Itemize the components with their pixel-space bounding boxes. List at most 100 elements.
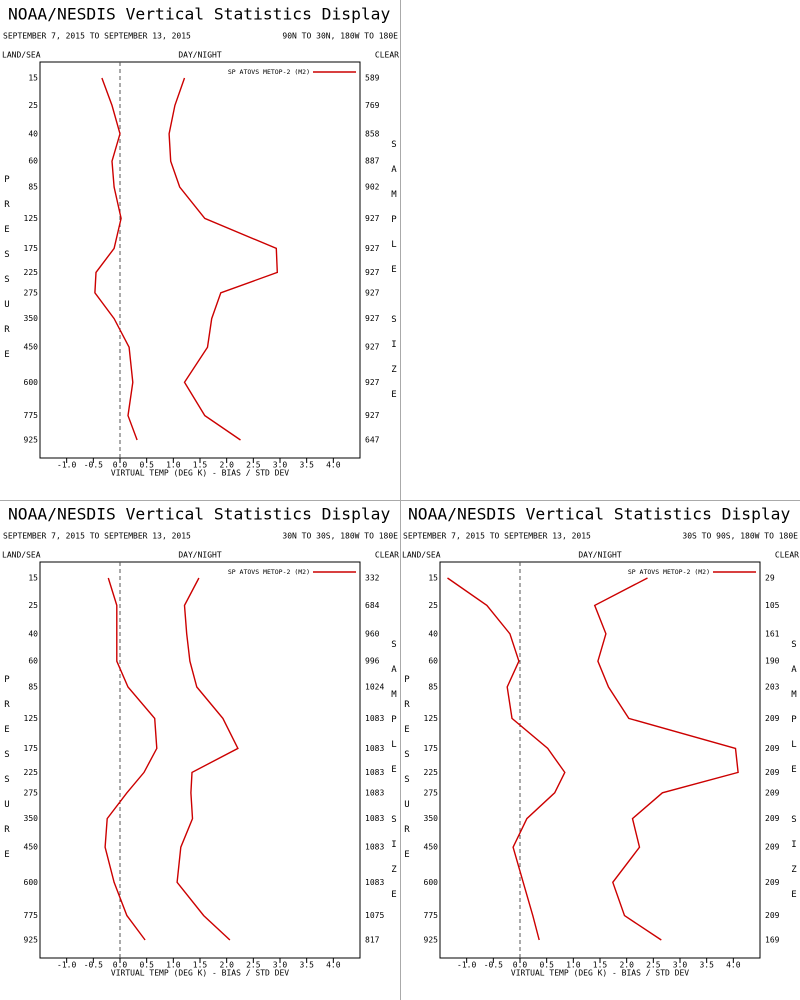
y-tick-label: 25 bbox=[28, 601, 38, 610]
chart: NOAA/NESDIS Vertical Statistics Display S… bbox=[2, 5, 399, 478]
y-tick-label: 85 bbox=[28, 183, 38, 192]
y-tick-label: 225 bbox=[24, 268, 39, 277]
x-tick-label: 2.0 bbox=[619, 961, 634, 970]
x-tick-label: 2.5 bbox=[246, 461, 261, 470]
date-range: SEPTEMBER 7, 2015 TO SEPTEMBER 13, 2015 bbox=[3, 532, 191, 541]
y-tick-label: 450 bbox=[424, 843, 439, 852]
sample-size: 209 bbox=[765, 714, 780, 723]
sample-size: 769 bbox=[365, 101, 380, 110]
y-tick-label: 225 bbox=[424, 768, 439, 777]
x-tick-label: 0.0 bbox=[113, 461, 128, 470]
x-tick-label: 3.0 bbox=[273, 961, 288, 970]
bias-line bbox=[94, 77, 138, 441]
y-tick-label: 85 bbox=[28, 683, 38, 692]
sample-size: 1083 bbox=[365, 878, 384, 887]
y-tick-label: 600 bbox=[24, 378, 39, 387]
sample-size: 169 bbox=[765, 936, 780, 945]
sample-size: 29 bbox=[765, 574, 775, 583]
sample-size: 209 bbox=[765, 768, 780, 777]
sample-size: 927 bbox=[365, 378, 380, 387]
day-night-label: DAY/NIGHT bbox=[578, 551, 622, 560]
clear-label: CLEAR bbox=[375, 551, 399, 560]
sample-size: 927 bbox=[365, 288, 380, 297]
sample-size: 996 bbox=[365, 657, 380, 666]
region: 30N TO 30S, 180W TO 180E bbox=[282, 532, 398, 541]
y-tick-label: 775 bbox=[24, 911, 39, 920]
sample-size: 684 bbox=[365, 601, 380, 610]
clear-label: CLEAR bbox=[775, 551, 799, 560]
sample-size: 902 bbox=[365, 183, 380, 192]
clear-label: CLEAR bbox=[375, 51, 399, 60]
x-tick-label: 3.0 bbox=[273, 461, 288, 470]
x-tick-label: 0.5 bbox=[139, 461, 154, 470]
x-tick-label: 1.5 bbox=[193, 461, 208, 470]
sample-size: 209 bbox=[765, 843, 780, 852]
x-tick-label: -0.5 bbox=[84, 961, 103, 970]
y-tick-label: 925 bbox=[24, 436, 39, 445]
sample-size: 161 bbox=[765, 629, 780, 638]
sample-size: 209 bbox=[765, 911, 780, 920]
land-sea-label: LAND/SEA bbox=[402, 551, 441, 560]
y-tick-label: 175 bbox=[424, 744, 439, 753]
x-axis-label: VIRTUAL TEMP (DEG K) - BIAS / STD DEV bbox=[111, 969, 289, 978]
std-dev-line bbox=[168, 77, 279, 441]
land-sea-label: LAND/SEA bbox=[2, 51, 41, 60]
region: 90N TO 30N, 180W TO 180E bbox=[282, 32, 398, 41]
y-tick-label: 125 bbox=[424, 714, 439, 723]
y-tick-label: 25 bbox=[428, 601, 438, 610]
legend-label: SP ATOVS METOP-2 (M2) bbox=[628, 568, 710, 576]
y-tick-label: 40 bbox=[428, 629, 438, 638]
y-tick-label: 60 bbox=[428, 657, 438, 666]
x-tick-label: -0.5 bbox=[484, 961, 503, 970]
y-tick-label: 125 bbox=[24, 214, 39, 223]
x-tick-label: 2.0 bbox=[219, 961, 234, 970]
y-tick-label: 275 bbox=[424, 788, 439, 797]
x-tick-label: 4.0 bbox=[326, 461, 341, 470]
sample-size: 1083 bbox=[365, 744, 384, 753]
sample-size: 927 bbox=[365, 244, 380, 253]
sample-size: 1024 bbox=[365, 683, 384, 692]
sample-size: 1083 bbox=[365, 788, 384, 797]
y-tick-label: 450 bbox=[24, 843, 39, 852]
x-tick-label: 1.5 bbox=[593, 961, 608, 970]
std-dev-line bbox=[593, 577, 739, 941]
x-tick-label: 0.5 bbox=[139, 961, 154, 970]
x-tick-label: 2.0 bbox=[219, 461, 234, 470]
y-tick-label: 775 bbox=[24, 411, 39, 420]
y-tick-label: 40 bbox=[28, 629, 38, 638]
x-tick-label: -1.0 bbox=[457, 961, 476, 970]
stats-panel: NOAA/NESDIS Vertical Statistics Display S… bbox=[400, 500, 800, 1000]
x-tick-label: 2.5 bbox=[646, 961, 661, 970]
y-tick-label: 60 bbox=[28, 657, 38, 666]
sample-size: 105 bbox=[765, 601, 780, 610]
stats-panel: NOAA/NESDIS Vertical Statistics Display S… bbox=[0, 500, 400, 1000]
legend-label: SP ATOVS METOP-2 (M2) bbox=[228, 568, 310, 576]
date-range: SEPTEMBER 7, 2015 TO SEPTEMBER 13, 2015 bbox=[3, 32, 191, 41]
y2-axis-label: SAMPLE SIZE bbox=[789, 640, 799, 915]
x-tick-label: 0.0 bbox=[513, 961, 528, 970]
sample-size: 1083 bbox=[365, 768, 384, 777]
sample-size: 927 bbox=[365, 343, 380, 352]
title: NOAA/NESDIS Vertical Statistics Display bbox=[8, 5, 390, 24]
x-tick-label: 4.0 bbox=[726, 961, 741, 970]
bias-line bbox=[104, 577, 158, 941]
land-sea-label: LAND/SEA bbox=[2, 551, 41, 560]
y-tick-label: 40 bbox=[28, 129, 38, 138]
y-tick-label: 600 bbox=[24, 878, 39, 887]
y-tick-label: 175 bbox=[24, 744, 39, 753]
x-tick-label: 3.5 bbox=[299, 961, 314, 970]
legend-label: SP ATOVS METOP-2 (M2) bbox=[228, 68, 310, 76]
y-tick-label: 275 bbox=[24, 788, 39, 797]
y-tick-label: 450 bbox=[24, 343, 39, 352]
sample-size: 209 bbox=[765, 878, 780, 887]
sample-size: 927 bbox=[365, 314, 380, 323]
x-tick-label: 2.5 bbox=[246, 961, 261, 970]
x-tick-label: 1.0 bbox=[166, 961, 181, 970]
x-tick-label: 4.0 bbox=[326, 961, 341, 970]
y-axis-label: PRESSURE bbox=[2, 175, 12, 375]
chart: NOAA/NESDIS Vertical Statistics Display S… bbox=[2, 505, 399, 978]
y-tick-label: 775 bbox=[424, 911, 439, 920]
y-tick-label: 15 bbox=[28, 74, 38, 83]
y-tick-label: 225 bbox=[24, 768, 39, 777]
y-tick-label: 60 bbox=[28, 157, 38, 166]
